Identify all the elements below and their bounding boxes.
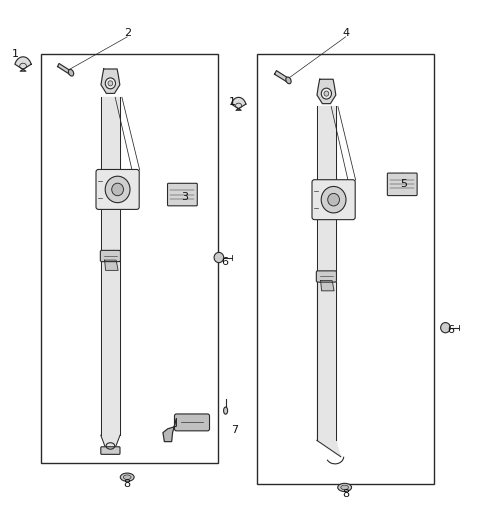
FancyBboxPatch shape — [312, 180, 355, 220]
Text: 6: 6 — [448, 325, 455, 335]
Text: 8: 8 — [124, 479, 131, 489]
Polygon shape — [15, 57, 31, 71]
Circle shape — [324, 91, 329, 96]
Polygon shape — [163, 419, 177, 441]
Circle shape — [214, 252, 224, 263]
Ellipse shape — [123, 475, 131, 479]
Circle shape — [441, 323, 450, 333]
Text: 1: 1 — [229, 97, 236, 108]
Polygon shape — [101, 97, 120, 251]
Text: 6: 6 — [221, 257, 228, 267]
Ellipse shape — [338, 483, 351, 492]
Ellipse shape — [120, 473, 134, 481]
Polygon shape — [317, 106, 336, 271]
Ellipse shape — [341, 485, 348, 489]
Polygon shape — [321, 281, 334, 291]
Polygon shape — [317, 440, 341, 457]
FancyBboxPatch shape — [316, 271, 336, 282]
Text: 2: 2 — [124, 28, 131, 38]
Polygon shape — [101, 435, 120, 448]
FancyBboxPatch shape — [387, 173, 417, 196]
Bar — [41, 54, 218, 463]
Text: 8: 8 — [342, 489, 349, 499]
Ellipse shape — [286, 77, 291, 84]
Circle shape — [108, 81, 113, 86]
Text: 5: 5 — [400, 179, 407, 189]
Circle shape — [112, 183, 123, 196]
Polygon shape — [231, 97, 246, 110]
Polygon shape — [317, 282, 336, 440]
Ellipse shape — [68, 69, 74, 76]
Bar — [257, 54, 434, 484]
Polygon shape — [58, 63, 71, 74]
Text: 1: 1 — [12, 49, 19, 59]
FancyBboxPatch shape — [175, 414, 210, 431]
Circle shape — [328, 194, 339, 206]
Circle shape — [321, 88, 332, 99]
Text: 4: 4 — [342, 28, 349, 38]
Text: 7: 7 — [231, 425, 238, 435]
Circle shape — [105, 176, 130, 203]
FancyBboxPatch shape — [101, 447, 120, 454]
Polygon shape — [275, 71, 288, 82]
FancyBboxPatch shape — [100, 250, 120, 262]
FancyBboxPatch shape — [96, 169, 139, 209]
Polygon shape — [101, 69, 120, 93]
Polygon shape — [317, 79, 336, 103]
Ellipse shape — [224, 407, 228, 414]
Text: 3: 3 — [181, 192, 188, 202]
Circle shape — [321, 186, 346, 213]
FancyBboxPatch shape — [168, 183, 197, 206]
Polygon shape — [105, 260, 118, 270]
Circle shape — [105, 78, 116, 89]
Polygon shape — [101, 261, 120, 435]
